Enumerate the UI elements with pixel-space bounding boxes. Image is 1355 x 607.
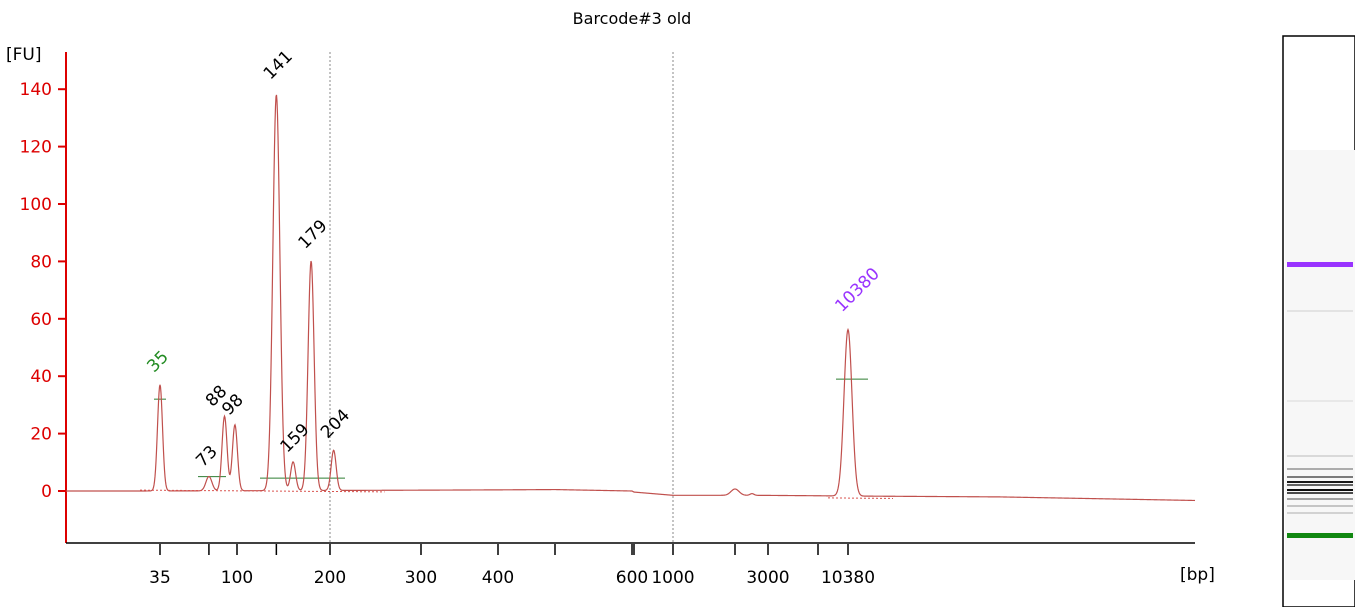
tick-marks: 35 100 200 300 400 600 1000 3000 10380 xyxy=(149,544,875,588)
x-axis-unit: [bp] xyxy=(1180,565,1215,585)
x-tick-label-7: 3000 xyxy=(746,568,789,588)
peak-label-35: 35 xyxy=(143,347,172,376)
y-tick-label-7: 140 xyxy=(20,80,52,100)
y-tick-label-0: 0 xyxy=(41,482,52,502)
gel-band-5 xyxy=(1287,481,1353,483)
gel-band-6 xyxy=(1287,484,1353,486)
y-tick-label-5: 100 xyxy=(20,195,52,215)
baseline-region-1 xyxy=(139,489,385,493)
gel-lane-background xyxy=(1285,150,1355,580)
peak-label-10380: 10380 xyxy=(831,264,883,316)
gel-band-0 xyxy=(1287,310,1353,312)
gel-band-7 xyxy=(1287,489,1353,491)
gel-band-9 xyxy=(1287,498,1353,500)
x-tick-label-4: 400 xyxy=(482,568,514,588)
gel-band-10 xyxy=(1287,505,1353,507)
baseline-region-2 xyxy=(827,497,894,499)
gel-lane xyxy=(1282,35,1355,607)
chart-axes: 0 20 40 60 80 100 120 140 xyxy=(20,52,1195,544)
gel-band-1 xyxy=(1287,400,1353,402)
peak-label-204: 204 xyxy=(317,406,354,443)
x-tick-label-6: 1000 xyxy=(651,568,694,588)
gel-band-lower-marker xyxy=(1287,533,1353,538)
y-tick-label-4: 80 xyxy=(30,252,52,272)
x-tick-label-1: 100 xyxy=(221,568,253,588)
gel-band-8 xyxy=(1287,492,1353,494)
region-markers xyxy=(154,378,868,479)
y-tick-label-6: 120 xyxy=(20,138,52,158)
x-tick-label-0: 35 xyxy=(149,568,171,588)
peak-label-179: 179 xyxy=(294,216,331,253)
peak-label-159: 159 xyxy=(276,420,313,457)
peak-label-73: 73 xyxy=(192,442,221,471)
gel-band-upper-marker xyxy=(1287,262,1353,267)
gel-band-11 xyxy=(1287,512,1353,514)
peak-label-141: 141 xyxy=(260,47,297,84)
y-axis-unit: [FU] xyxy=(6,45,42,65)
chart-title: Barcode#3 old xyxy=(573,9,692,28)
x-tick-label-5: 600 xyxy=(616,568,648,588)
gel-band-3 xyxy=(1287,468,1353,470)
fluorescence-trace xyxy=(66,94,1196,502)
y-tick-label-2: 40 xyxy=(30,367,52,387)
x-tick-label-2: 200 xyxy=(314,568,346,588)
trace-layer xyxy=(66,94,1196,502)
y-tick-label-3: 60 xyxy=(30,310,52,330)
y-tick-label-1: 20 xyxy=(30,425,52,445)
grid-lines xyxy=(329,52,674,543)
x-tick-label-8: 10380 xyxy=(821,568,875,588)
gel-band-2 xyxy=(1287,455,1353,457)
gel-band-4 xyxy=(1287,476,1353,478)
x-tick-label-3: 300 xyxy=(405,568,437,588)
